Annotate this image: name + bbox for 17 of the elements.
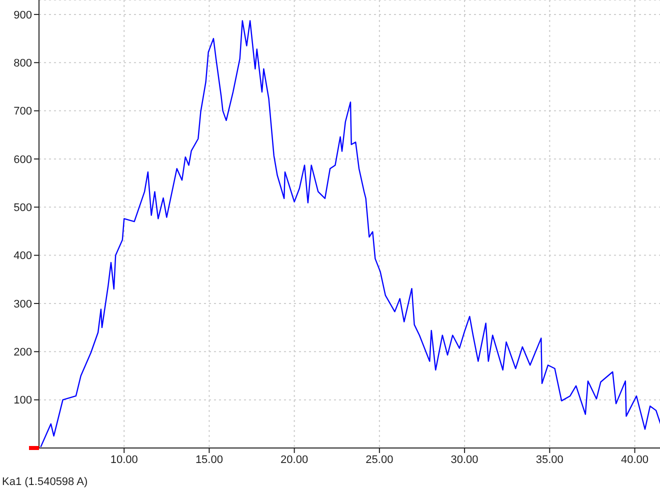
text: Ka1 (1.540598 A) — [2, 476, 88, 488]
x-tick-label: 40.00 — [621, 454, 649, 466]
x-tick-label: 25.00 — [366, 454, 394, 466]
x-tick-label: 30.00 — [450, 454, 478, 466]
x-tick-label: 10.00 — [110, 454, 138, 466]
y-tick-label: 900 — [14, 9, 32, 22]
y-tick-label: 200 — [14, 346, 32, 359]
y-tick-label: 100 — [14, 394, 32, 407]
y-tick-label: 400 — [14, 250, 32, 262]
y-tick-label: 600 — [14, 154, 32, 166]
y-tick-label: 700 — [14, 106, 32, 118]
y-tick-label: 500 — [14, 202, 32, 214]
x-tick-label: 35.00 — [536, 454, 564, 466]
x-tick-label: 20.00 — [280, 454, 308, 466]
y-tick-label: 800 — [14, 58, 32, 70]
x-tick-label: 15.00 — [195, 454, 223, 466]
y-tick-label: 300 — [14, 298, 32, 310]
